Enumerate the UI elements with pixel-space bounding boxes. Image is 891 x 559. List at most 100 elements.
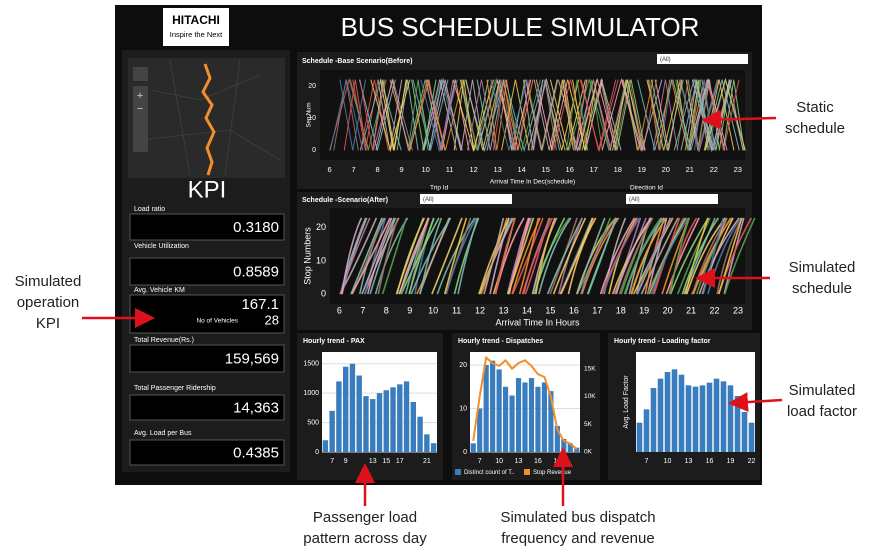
x-tick-label: 18 — [616, 305, 626, 315]
bar — [741, 412, 748, 452]
x-tick-label: 18 — [614, 165, 622, 174]
legend-label: Stop Revenue — [533, 470, 572, 476]
schedule-trace — [412, 79, 449, 151]
schedule-trace — [527, 77, 566, 151]
annotation-text: KPI — [36, 315, 60, 332]
kpi-sub-value: 28 — [265, 312, 279, 327]
x-tick-label: 9 — [400, 165, 404, 174]
bar — [383, 390, 389, 452]
x-tick-label: 13 — [685, 458, 693, 465]
map-search-button[interactable] — [133, 67, 148, 81]
x-tick-label: 19 — [639, 305, 649, 315]
schedule-trace — [359, 79, 386, 151]
annotation-arrow — [728, 392, 783, 413]
schedule-trace — [343, 79, 367, 151]
schedule-trace — [423, 77, 463, 151]
schedule-trace — [425, 79, 456, 151]
x-tick-label: 21 — [686, 165, 694, 174]
schedule-trace — [396, 79, 419, 151]
y-tick-label: 10 — [459, 405, 467, 412]
bar — [643, 409, 650, 452]
schedule-trace — [350, 217, 383, 295]
logo-text: HITACHI — [172, 13, 220, 27]
schedule-trace — [535, 217, 556, 295]
filter-dropdown[interactable] — [420, 194, 512, 204]
schedule-trace — [599, 217, 636, 295]
zoom-out-icon: − — [137, 103, 143, 115]
bar — [657, 378, 664, 452]
schedule-trace — [370, 79, 411, 153]
annotation-text: operation — [17, 294, 80, 311]
x-tick-label: 11 — [452, 305, 461, 315]
bar — [490, 360, 496, 452]
schedule-trace — [669, 217, 710, 295]
bar — [720, 381, 727, 452]
bar — [403, 381, 410, 452]
schedule-trace — [650, 79, 684, 151]
map-zoom-controls[interactable] — [133, 86, 148, 152]
bar — [390, 387, 396, 452]
schedule-trace — [443, 217, 468, 295]
schedule-trace — [486, 79, 508, 151]
x-tick-label: 16 — [534, 458, 542, 465]
schedule-trace — [476, 79, 505, 151]
x-tick-label: 7 — [330, 458, 334, 465]
x-tick-label: 17 — [590, 165, 598, 174]
schedule-trace — [723, 217, 745, 295]
x-tick-label: 16 — [569, 305, 579, 315]
zoom-in-icon: + — [137, 90, 143, 102]
schedule-trace — [358, 79, 396, 151]
filter-dropdown[interactable] — [626, 194, 718, 204]
schedule-trace — [648, 79, 672, 151]
schedule-trace — [684, 217, 709, 295]
x-tick-label: 22 — [710, 305, 720, 315]
filter-dropdown[interactable] — [657, 54, 748, 64]
x-tick-label: 17 — [396, 458, 404, 465]
bar — [636, 422, 643, 452]
chart-title: Hourly trend - Loading factor — [614, 338, 711, 345]
schedule-trace — [398, 217, 430, 295]
schedule-trace — [489, 217, 510, 295]
schedule-trace — [502, 79, 534, 151]
bar — [727, 385, 734, 452]
schedule-trace — [592, 79, 627, 151]
schedule-trace — [445, 217, 477, 295]
x-tick-label: 19 — [553, 458, 561, 465]
bar — [430, 443, 437, 452]
schedule-trace — [535, 79, 569, 151]
x-tick-label: 16 — [566, 165, 574, 174]
bar — [424, 434, 430, 452]
x-tick-label: 13 — [498, 305, 508, 315]
y-axis-label: Seq Num — [307, 102, 313, 127]
kpi-box — [129, 344, 285, 373]
bar — [342, 366, 349, 452]
y2-tick-label: 15K — [584, 365, 596, 372]
schedule-trace — [486, 79, 516, 151]
schedule-trace — [675, 79, 702, 151]
schedule-trace — [549, 79, 586, 151]
kpi-value: 159,569 — [225, 350, 279, 367]
schedule-trace — [389, 79, 430, 153]
bar — [470, 443, 476, 452]
x-tick-label: 20 — [662, 165, 670, 174]
schedule-trace — [616, 79, 646, 151]
y-tick-label: 10 — [308, 115, 316, 122]
x-tick-label: 23 — [733, 305, 743, 315]
kpi-label: Avg. Load per Bus — [134, 430, 192, 437]
bar — [671, 369, 678, 452]
kpi-box — [129, 294, 285, 334]
y-tick-label: 1500 — [303, 361, 319, 368]
schedule-trace — [521, 217, 554, 295]
y-axis-label: Avg. Load Factor — [623, 375, 630, 429]
x-axis-label: Arrival Time In Hours — [495, 317, 580, 327]
schedule-trace — [522, 79, 544, 151]
filter-value: (All) — [423, 197, 434, 203]
x-tick-label: 13 — [515, 458, 523, 465]
kpi-value: 0.8589 — [233, 263, 279, 280]
schedule-trace — [612, 79, 643, 151]
bar — [664, 372, 671, 452]
x-tick-label: 19 — [638, 165, 646, 174]
schedule-trace — [647, 79, 671, 151]
bar — [713, 378, 720, 452]
